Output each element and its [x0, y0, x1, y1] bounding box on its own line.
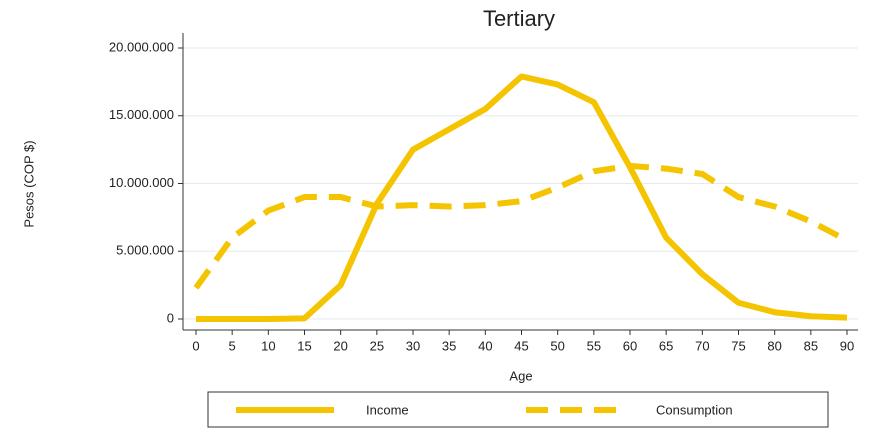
x-tick-label: 25: [370, 338, 384, 353]
x-tick-label: 10: [261, 338, 275, 353]
legend-label: Consumption: [656, 402, 733, 417]
x-tick-label: 90: [840, 338, 854, 353]
y-tick-label: 0: [167, 310, 174, 325]
x-tick-label: 65: [659, 338, 673, 353]
x-tick-label: 55: [587, 338, 601, 353]
y-axis-label: Pesos (COP $): [21, 140, 36, 227]
y-tick-label: 20.000.000: [109, 39, 174, 54]
x-axis-label: Age: [509, 368, 532, 383]
x-tick-label: 80: [767, 338, 781, 353]
y-tick-label: 5.000.000: [116, 243, 174, 258]
x-tick-label: 75: [731, 338, 745, 353]
y-tick-label: 10.000.000: [109, 175, 174, 190]
x-tick-label: 45: [514, 338, 528, 353]
chart-title: Tertiary: [483, 6, 555, 31]
x-tick-label: 5: [229, 338, 236, 353]
x-tick-label: 85: [804, 338, 818, 353]
line-series: [193, 162, 849, 290]
legend-label: Income: [366, 402, 409, 417]
x-tick-label: 20: [333, 338, 347, 353]
y-tick-label: 15.000.000: [109, 107, 174, 122]
line-series: [196, 73, 848, 322]
x-tick-label: 50: [550, 338, 564, 353]
x-tick-label: 0: [192, 338, 199, 353]
x-tick-label: 15: [297, 338, 311, 353]
x-tick-label: 40: [478, 338, 492, 353]
x-tick-label: 30: [406, 338, 420, 353]
x-tick-label: 70: [695, 338, 709, 353]
x-tick-label: 35: [442, 338, 456, 353]
x-tick-label: 60: [623, 338, 637, 353]
